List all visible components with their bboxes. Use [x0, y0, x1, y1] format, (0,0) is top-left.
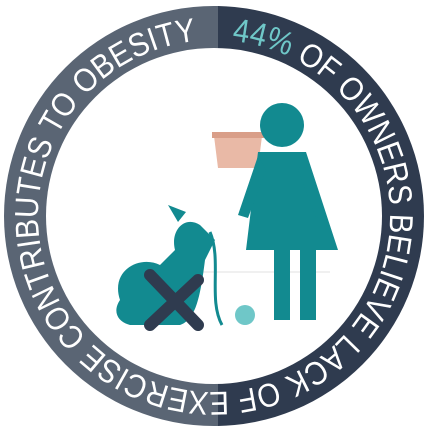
inner-circle — [46, 48, 382, 384]
illustration — [116, 103, 338, 331]
